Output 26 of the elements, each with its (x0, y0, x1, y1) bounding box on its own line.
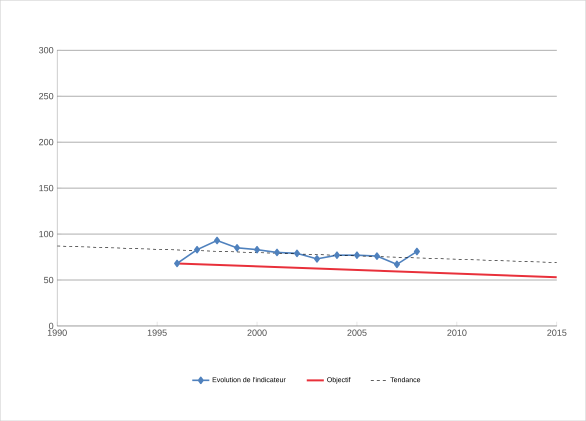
point (354, 251, 360, 259)
y-tick-label: 250 (39, 92, 54, 100)
point (314, 255, 320, 263)
y-tick-label: 0 (48, 322, 54, 330)
y-tick-label: 100 (39, 230, 54, 238)
point (394, 260, 400, 268)
point (374, 252, 380, 260)
x-tick-label: 2010 (447, 329, 467, 336)
y-tick-label: 200 (39, 138, 54, 146)
point (294, 250, 300, 258)
x-tick-label: 2005 (347, 329, 367, 336)
point (334, 251, 340, 259)
y-tick-label: 300 (38, 46, 54, 54)
point (254, 246, 260, 254)
point (194, 246, 200, 254)
x-tick-label: 2015 (547, 329, 566, 336)
x-tick-label: 1995 (148, 329, 167, 336)
point (234, 244, 240, 252)
x-tick-label: 1990 (48, 329, 67, 336)
point (274, 248, 280, 256)
point (214, 236, 220, 244)
y-tick-label: 150 (39, 184, 54, 192)
y-tick-label: 50 (44, 276, 54, 284)
point (414, 248, 420, 256)
x-tick-label: 2000 (247, 329, 267, 336)
point (174, 260, 180, 268)
